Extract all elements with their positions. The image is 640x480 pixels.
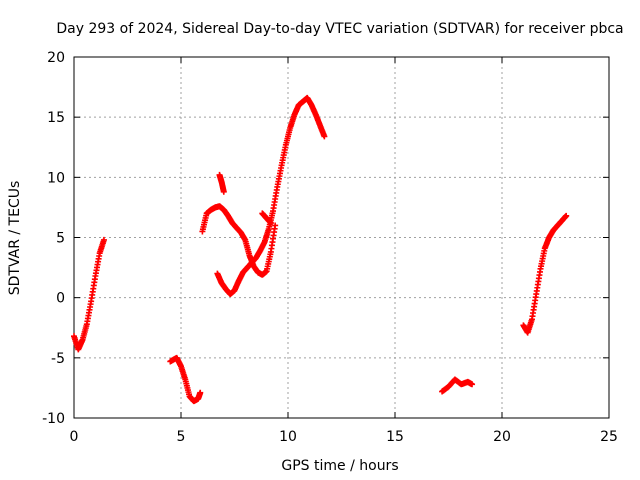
y-tick-label: 0 — [56, 291, 65, 307]
x-axis-label: GPS time / hours — [281, 458, 398, 474]
y-tick-label: -10 — [42, 411, 65, 427]
x-tick-label: 15 — [386, 429, 404, 445]
data-point — [197, 389, 204, 396]
series-5 — [214, 94, 328, 298]
y-tick-label: 5 — [56, 231, 65, 247]
x-tick-label: 25 — [600, 429, 618, 445]
data-point — [272, 222, 279, 229]
data-point — [469, 381, 476, 388]
series-2 — [167, 354, 204, 405]
series-8 — [520, 212, 570, 336]
y-axis-label: SDTVAR / TECUs — [7, 181, 23, 296]
chart-title: Day 293 of 2024, Sidereal Day-to-day VTE… — [56, 21, 623, 37]
x-tick-label: 20 — [493, 429, 511, 445]
data-point — [267, 220, 274, 227]
data-point — [321, 133, 328, 140]
y-tick-label: 10 — [47, 170, 65, 186]
x-tick-label: 0 — [70, 429, 79, 445]
axis-ticks: 0 5 10 15 20 25 -10 -5 0 5 10 15 20 — [42, 50, 618, 445]
data-points — [71, 94, 570, 405]
y-tick-label: -5 — [51, 351, 65, 367]
y-tick-label: 15 — [47, 110, 65, 126]
data-point — [220, 188, 227, 195]
series-1 — [71, 236, 107, 353]
data-point — [100, 236, 107, 243]
series-7 — [439, 376, 476, 395]
y-tick-label: 20 — [47, 50, 65, 66]
series-4 — [216, 171, 227, 195]
series-6 — [259, 210, 274, 227]
grid-lines — [74, 57, 609, 418]
x-tick-label: 5 — [177, 429, 186, 445]
x-tick-label: 10 — [279, 429, 297, 445]
data-point — [563, 212, 570, 219]
